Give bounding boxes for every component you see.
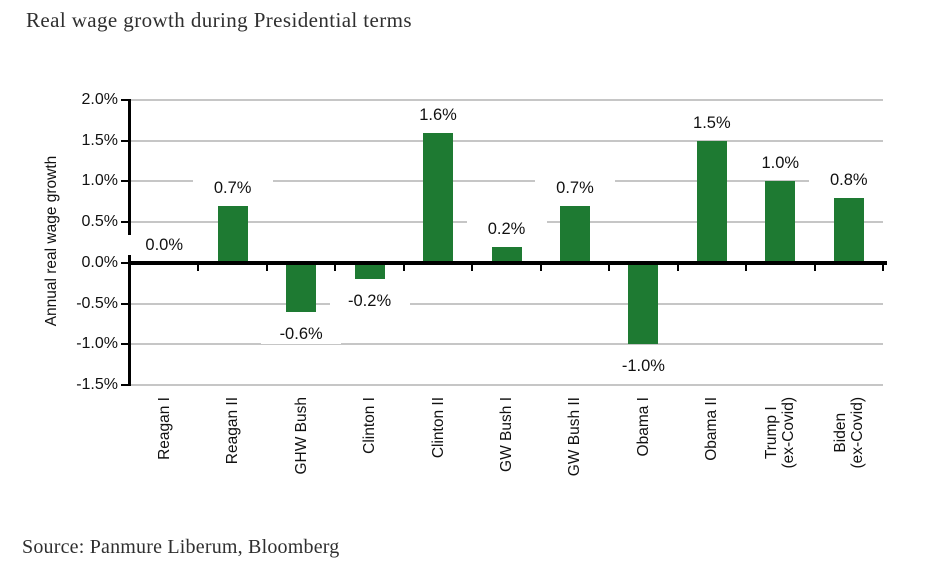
- y-tick-mark: [121, 343, 130, 346]
- y-tick-label: -1.5%: [76, 376, 118, 393]
- bar-value-label: 0.7%: [192, 177, 273, 198]
- x-category-label-text: Clinton I: [361, 397, 379, 454]
- bar-value-label: 0.8%: [808, 169, 889, 190]
- bar-value-label: -0.6%: [261, 323, 342, 344]
- x-category-label-text: GW Bush I: [498, 397, 515, 472]
- bar-value-label: 1.0%: [740, 153, 821, 174]
- x-tick-mark: [402, 264, 405, 271]
- x-tick-mark: [882, 264, 884, 271]
- y-tick-mark: [121, 180, 130, 183]
- bar: [354, 262, 385, 280]
- gridline: [130, 180, 883, 183]
- zero-axis-line: [128, 260, 887, 265]
- x-tick-mark: [265, 264, 268, 271]
- bar-value-label: 0.2%: [466, 218, 547, 239]
- y-tick-mark: [121, 221, 130, 224]
- x-tick-mark: [334, 264, 337, 271]
- y-tick-label: -0.5%: [76, 294, 118, 312]
- gridline: [130, 99, 883, 101]
- bar: [765, 181, 796, 263]
- bar: [628, 262, 659, 345]
- bar-value-label: 1.6%: [398, 104, 479, 125]
- x-tick-mark: [813, 264, 816, 271]
- y-tick-mark: [121, 99, 130, 101]
- y-tick-mark: [121, 302, 130, 305]
- y-tick-label: 1.5%: [81, 131, 118, 149]
- bar: [833, 197, 864, 263]
- x-tick-mark: [471, 264, 474, 271]
- x-category-label-text: Obama I: [634, 397, 652, 457]
- gridline: [130, 384, 883, 386]
- y-tick-label: 0.5%: [81, 213, 118, 231]
- x-tick-mark: [129, 264, 131, 271]
- y-tick-label: 2.0%: [81, 91, 118, 108]
- x-category-label-text: Reagan I: [155, 397, 173, 460]
- x-category-label-text: GW Bush II: [566, 397, 584, 477]
- bar-value-label: -0.2%: [329, 291, 410, 312]
- gridline: [130, 343, 883, 346]
- bar: [491, 246, 522, 263]
- bar: [217, 205, 248, 263]
- bar: [696, 140, 727, 263]
- y-tick-mark: [121, 139, 130, 142]
- x-category-label-text: GHW Bush: [292, 397, 310, 475]
- bar: [423, 132, 454, 263]
- y-tick-mark: [121, 384, 130, 386]
- bar-value-label: 0.0%: [124, 234, 205, 255]
- bar: [559, 205, 590, 263]
- y-tick-label: -1.0%: [76, 335, 118, 353]
- gridline: [130, 302, 883, 305]
- chart-title: Real wage growth during Presidential ter…: [26, 8, 412, 32]
- bar-value-label: 1.5%: [671, 112, 752, 133]
- bar: [286, 262, 317, 312]
- x-tick-mark: [197, 264, 200, 271]
- x-tick-mark: [608, 264, 611, 271]
- bar-value-label: -1.0%: [603, 356, 684, 377]
- x-category-label-text: Reagan II: [224, 397, 242, 465]
- x-category-label-text: Obama II: [703, 397, 721, 461]
- source-note: Source: Panmure Liberum, Bloomberg: [22, 536, 340, 558]
- x-category-label-text: Trump I (ex-Covid): [763, 397, 798, 469]
- x-tick-mark: [745, 264, 748, 271]
- x-category-label-text: Clinton II: [429, 397, 447, 459]
- x-category-label-text: Biden (ex-Covid): [831, 397, 866, 469]
- x-tick-mark: [539, 264, 542, 271]
- y-tick-mark: [121, 261, 130, 264]
- gridline: [130, 139, 883, 142]
- y-tick-label: 0.0%: [81, 253, 118, 271]
- bar-value-label: 0.7%: [534, 177, 615, 198]
- x-tick-mark: [676, 264, 679, 271]
- y-tick-label: 1.0%: [81, 172, 118, 190]
